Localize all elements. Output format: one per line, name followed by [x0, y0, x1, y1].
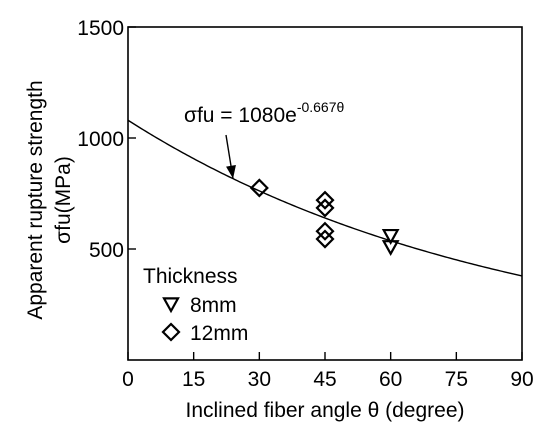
legend-label-12mm: 12mm: [190, 322, 248, 345]
legend-marker-diamond: [161, 322, 181, 342]
legend-diamond-shape: [161, 322, 181, 342]
fit-curve: [127, 119, 523, 277]
data-point-triangle: [381, 240, 400, 257]
data-point-diamond: [315, 229, 335, 249]
y-axis-ticks: 500 1000 1500: [77, 17, 136, 262]
x-tick-label: 0: [122, 368, 134, 391]
legend-marker-triangle: [162, 297, 180, 314]
legend-triangle-shape: [162, 297, 180, 314]
legend-title: Thickness: [143, 265, 238, 288]
legend-label-8mm: 8mm: [190, 294, 237, 317]
data-point-triangle: [381, 228, 400, 245]
x-axis-ticks: 0 15 30 45 60 75 90: [122, 352, 534, 391]
fit-equation: σfu = 1080e-0.667θ: [184, 99, 345, 127]
y-tick-label: 1500: [77, 17, 124, 40]
data-point-diamond: [315, 221, 335, 241]
x-tick-label: 15: [182, 368, 205, 391]
x-tick-label: 30: [248, 368, 271, 391]
data-point-diamond: [249, 178, 269, 198]
y-tick-label: 500: [89, 239, 124, 262]
x-tick-label: 60: [379, 368, 402, 391]
x-axis-title: Inclined fiber angle θ (degree): [185, 399, 464, 422]
y-axis-title-line2: σfu(MPa): [52, 156, 75, 244]
annotation-arrow-head: [226, 165, 236, 179]
y-axis-title-line1: Apparent rupture strength: [24, 80, 47, 319]
legend: Thickness 8mm 12mm: [143, 265, 248, 345]
x-tick-label: 45: [313, 368, 336, 391]
y-tick-label: 1000: [77, 128, 124, 151]
data-points: [249, 178, 400, 257]
x-tick-label: 90: [510, 368, 533, 391]
x-tick-label: 75: [445, 368, 468, 391]
data-point-diamond: [315, 190, 335, 210]
fit-curve-group: [127, 119, 523, 277]
data-point-diamond: [315, 198, 335, 218]
fit-equation-exponent: -0.667θ: [297, 99, 345, 115]
fit-equation-base: σfu = 1080e: [184, 104, 297, 127]
